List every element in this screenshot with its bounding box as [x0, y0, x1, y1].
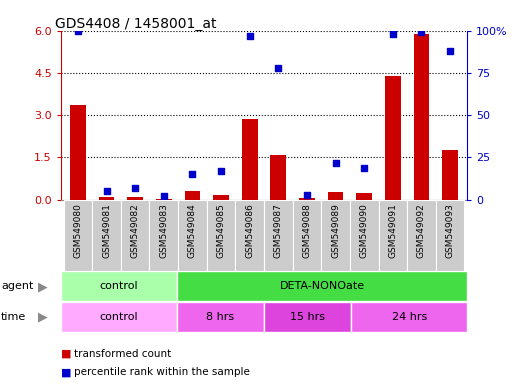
Text: GSM549091: GSM549091	[388, 203, 398, 258]
Bar	[356, 194, 372, 200]
Bar	[61, 271, 177, 301]
Text: GSM549084: GSM549084	[188, 203, 197, 258]
Bar	[264, 200, 293, 271]
Text: GSM549085: GSM549085	[216, 203, 225, 258]
Bar	[351, 302, 467, 332]
Bar	[185, 191, 200, 200]
Text: time: time	[1, 312, 26, 322]
Bar	[264, 302, 351, 332]
Text: control: control	[99, 312, 138, 322]
Bar	[293, 200, 321, 271]
Text: GSM549093: GSM549093	[446, 203, 455, 258]
Point	[332, 159, 340, 166]
Point	[446, 48, 454, 54]
Text: ■: ■	[61, 367, 71, 377]
Point	[131, 185, 139, 191]
Text: GSM549087: GSM549087	[274, 203, 283, 258]
Bar	[207, 200, 235, 271]
Bar	[442, 149, 458, 200]
Text: ▶: ▶	[38, 280, 48, 293]
Bar	[149, 200, 178, 271]
Bar	[436, 200, 465, 271]
Text: agent: agent	[1, 281, 33, 291]
Bar	[178, 200, 207, 271]
Point	[102, 188, 111, 194]
Bar	[156, 199, 172, 200]
Point	[159, 193, 168, 199]
Bar	[379, 200, 407, 271]
Bar	[350, 200, 379, 271]
Bar	[413, 34, 429, 200]
Bar	[270, 155, 286, 200]
Point	[303, 192, 311, 198]
Bar	[299, 198, 315, 200]
Text: ■: ■	[61, 349, 71, 359]
Text: GSM549086: GSM549086	[245, 203, 254, 258]
Bar	[70, 105, 86, 200]
Text: GSM549090: GSM549090	[360, 203, 369, 258]
Point	[360, 164, 369, 170]
Bar	[177, 271, 467, 301]
Point	[417, 29, 426, 35]
Text: GSM549092: GSM549092	[417, 203, 426, 258]
Point	[217, 168, 225, 174]
Text: percentile rank within the sample: percentile rank within the sample	[74, 367, 250, 377]
Bar	[177, 302, 264, 332]
Bar	[385, 76, 401, 200]
Text: GSM549082: GSM549082	[130, 203, 140, 258]
Text: DETA-NONOate: DETA-NONOate	[279, 281, 365, 291]
Bar	[127, 197, 143, 200]
Text: GSM549080: GSM549080	[73, 203, 82, 258]
Bar	[407, 200, 436, 271]
Text: GSM549089: GSM549089	[331, 203, 340, 258]
Text: control: control	[99, 281, 138, 291]
Text: 15 hrs: 15 hrs	[290, 312, 325, 322]
Text: GSM549083: GSM549083	[159, 203, 168, 258]
Text: 24 hrs: 24 hrs	[392, 312, 427, 322]
Bar	[99, 197, 115, 200]
Point	[389, 31, 397, 37]
Bar	[235, 200, 264, 271]
Text: 8 hrs: 8 hrs	[206, 312, 234, 322]
Point	[74, 28, 82, 34]
Bar	[121, 200, 149, 271]
Bar	[242, 119, 258, 200]
Bar	[63, 200, 92, 271]
Text: transformed count: transformed count	[74, 349, 171, 359]
Bar	[61, 302, 177, 332]
Point	[188, 171, 196, 177]
Bar	[321, 200, 350, 271]
Point	[274, 65, 282, 71]
Text: GSM549088: GSM549088	[303, 203, 312, 258]
Text: ▶: ▶	[38, 311, 48, 324]
Text: GSM549081: GSM549081	[102, 203, 111, 258]
Bar	[328, 192, 343, 200]
Point	[246, 33, 254, 39]
Bar	[92, 200, 121, 271]
Text: GDS4408 / 1458001_at: GDS4408 / 1458001_at	[55, 17, 217, 31]
Bar	[213, 195, 229, 200]
